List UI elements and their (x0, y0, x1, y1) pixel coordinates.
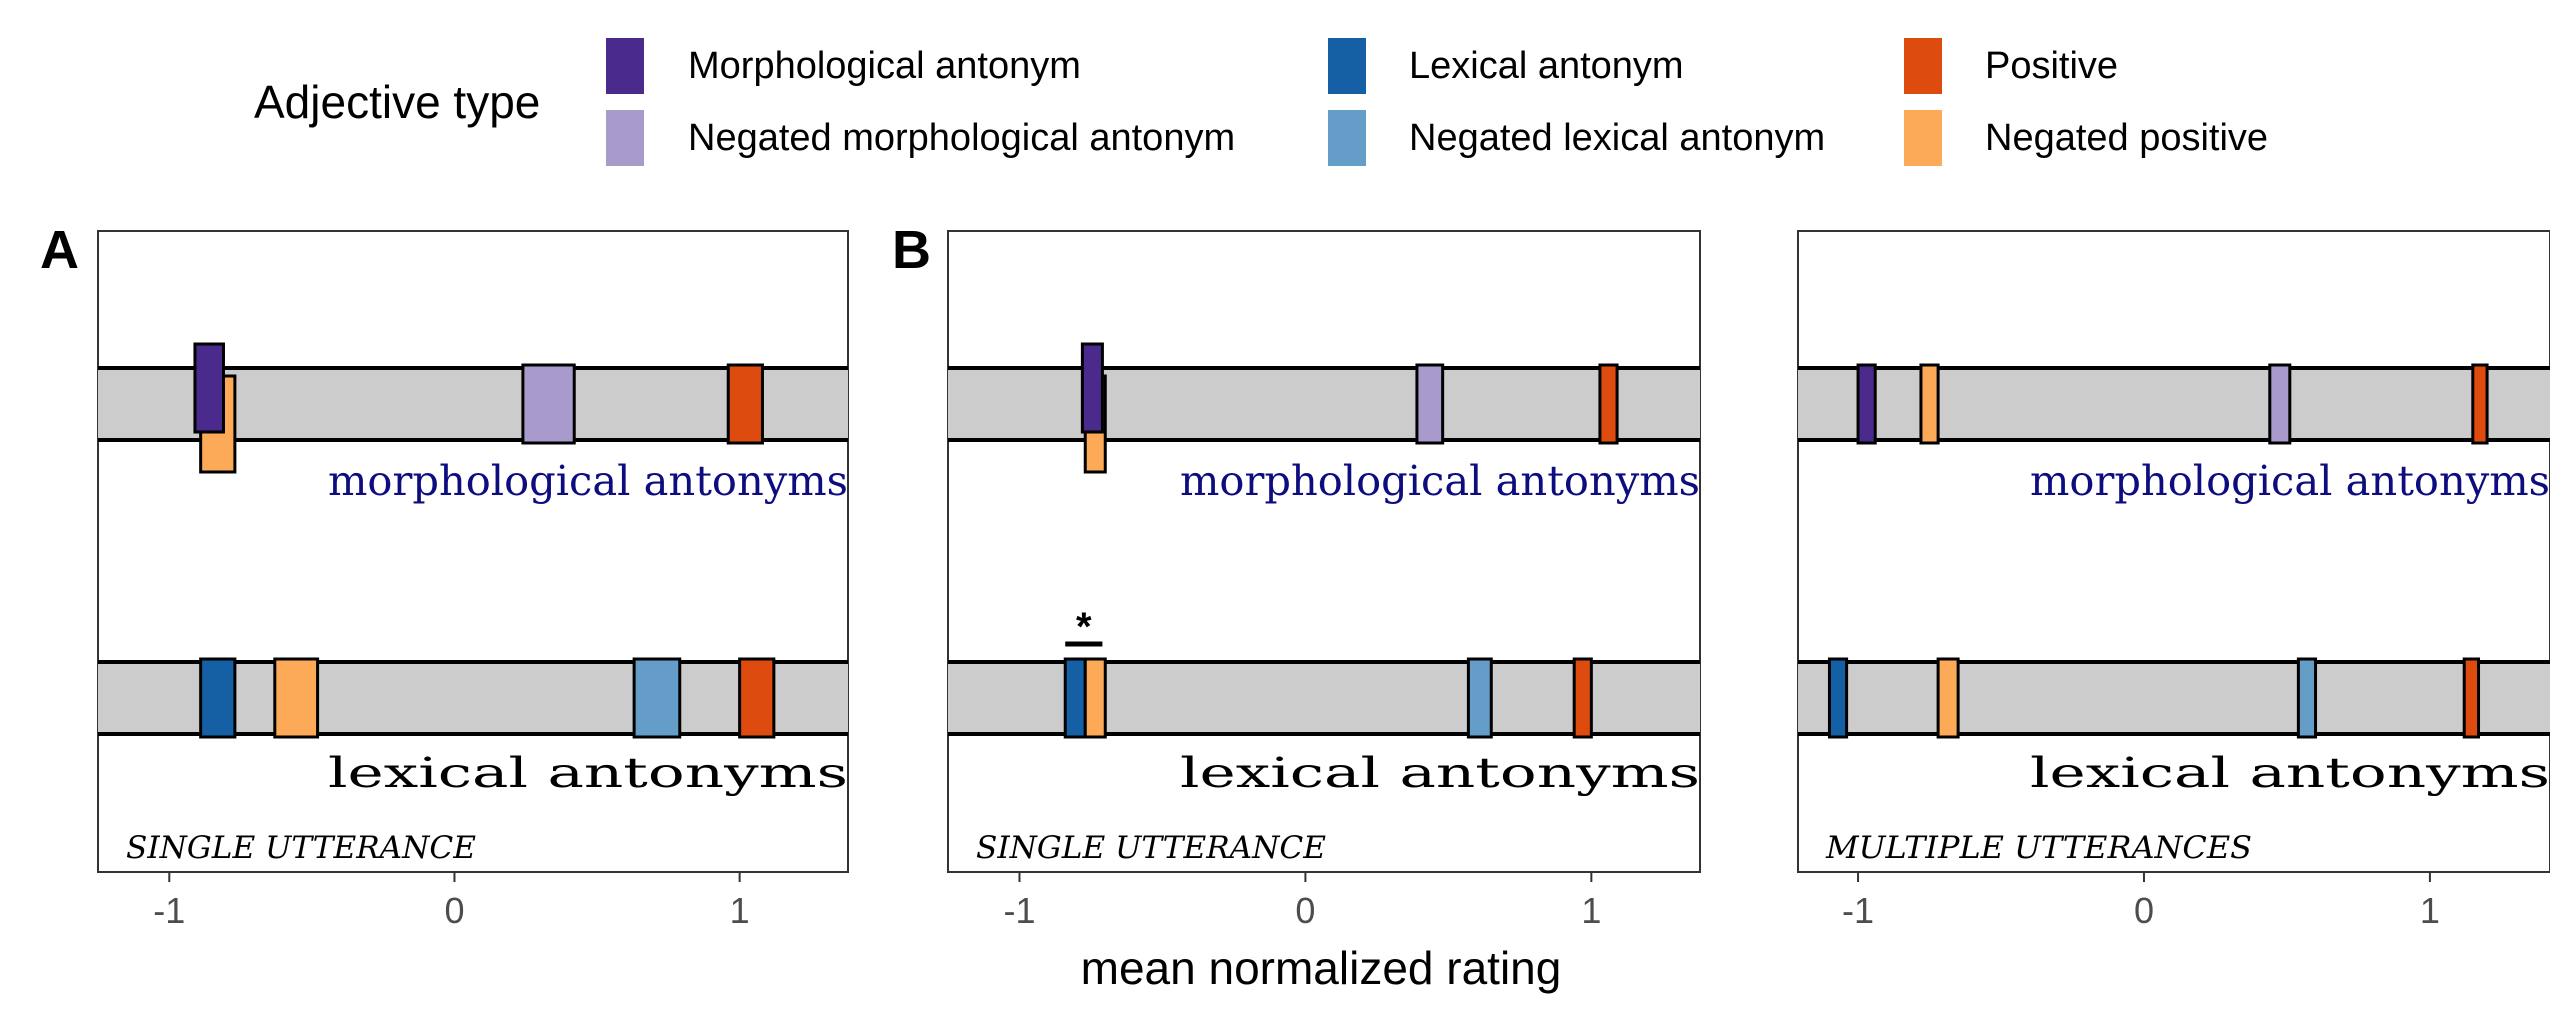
legend-swatch-negated-lexical-antonym (1328, 110, 1366, 166)
panel-frame (1797, 230, 2550, 873)
interval-neg-lex-lexical-antonyms (2296, 657, 2318, 739)
interval-neg-morph-morphological-antonyms (2268, 363, 2292, 445)
interval-lex-lexical-antonyms (1063, 657, 1087, 739)
x-axis-label: mean normalized rating (1081, 942, 1562, 994)
panel-frame (947, 230, 1701, 873)
row-label-lexical-antonyms: lexical antonyms (2030, 749, 2550, 797)
interval-lex-lexical-antonyms (1827, 657, 1849, 739)
interval-morph-morphological-antonyms (1856, 363, 1877, 445)
legend-label-negated-morphological-antonym: Negated morphological antonym (688, 117, 1235, 159)
x-tick-label: 0 (2134, 890, 2154, 931)
x-tick-label: -1 (1842, 890, 1874, 931)
legend-swatch-negated-morphological-antonym (606, 110, 644, 166)
panel-a-single-utterance: morphological antonyms lexical antonyms SI… (97, 230, 849, 931)
interval-pos-morphological-antonyms (2471, 363, 2489, 445)
interval-lex-lexical-antonyms (199, 657, 237, 739)
panel-letter-a: A (40, 220, 79, 280)
legend-label-negated-positive: Negated positive (1985, 117, 2268, 159)
row-label-morphological-antonyms: morphological antonyms (1180, 457, 1700, 505)
legend: Adjective type Morphological antonym Neg… (254, 38, 2268, 166)
interval-pos-lexical-antonyms (2462, 657, 2481, 739)
row-label-lexical-antonyms: lexical antonyms (1180, 749, 1700, 797)
interval-neg-morph-morphological-antonyms (1415, 363, 1445, 445)
x-tick-label: -1 (153, 890, 185, 931)
row-label-lexical-antonyms: lexical antonyms (328, 749, 848, 797)
row-label-morphological-antonyms: morphological antonyms (328, 457, 848, 505)
interval-pos-lexical-antonyms (1572, 657, 1593, 739)
panel-c-multiple-utterances: morphological antonyms lexical antonyms MU… (1797, 230, 2550, 931)
interval-neg-pos-lexical-antonyms (1083, 657, 1107, 739)
interval-pos-morphological-antonyms (726, 363, 764, 445)
x-tick-label: 1 (2420, 890, 2440, 931)
x-tick-label: 0 (1295, 890, 1315, 931)
interval-pos-lexical-antonyms (738, 657, 776, 739)
panel-letter-b: B (892, 220, 931, 280)
condition-label: SINGLE UTTERANCE (126, 830, 476, 866)
row-band-lexical-antonyms (1798, 662, 2550, 734)
x-tick-label: -1 (1003, 890, 1035, 931)
significance-star: * (1076, 605, 1092, 649)
panel-frame (97, 230, 849, 873)
panel-b-single-utterance: morphological antonyms * lexical antonyms S… (947, 230, 1701, 931)
row-label-morphological-antonyms: morphological antonyms (2030, 457, 2550, 505)
interval-morph-morphological-antonyms (193, 342, 225, 434)
legend-label-morphological-antonym: Morphological antonym (688, 45, 1081, 87)
legend-label-lexical-antonym: Lexical antonym (1409, 45, 1684, 87)
interval-neg-morph-morphological-antonyms (521, 363, 576, 445)
interval-morph-morphological-antonyms (1080, 342, 1104, 434)
interval-neg-pos-morphological-antonyms (1919, 363, 1940, 445)
condition-label: SINGLE UTTERANCE (976, 830, 1326, 866)
row-band-morphological-antonyms (1798, 368, 2550, 440)
legend-label-positive: Positive (1985, 45, 2118, 87)
row-band-morphological-antonyms (948, 368, 1700, 440)
interval-neg-pos-lexical-antonyms (273, 657, 320, 739)
legend-swatch-lexical-antonym (1328, 38, 1366, 94)
x-tick-label: 0 (444, 890, 464, 931)
interval-neg-lex-lexical-antonyms (632, 657, 682, 739)
x-tick-label: 1 (730, 890, 750, 931)
interval-pos-morphological-antonyms (1598, 363, 1619, 445)
legend-label-negated-lexical-antonym: Negated lexical antonym (1409, 117, 1825, 159)
legend-swatch-morphological-antonym (606, 38, 644, 94)
x-tick-label: 1 (1581, 890, 1601, 931)
interval-neg-pos-lexical-antonyms (1936, 657, 1960, 739)
condition-label: MULTIPLE UTTERANCES (1825, 830, 2252, 866)
interval-neg-lex-lexical-antonyms (1466, 657, 1493, 739)
legend-swatch-negated-positive (1904, 110, 1942, 166)
legend-swatch-positive (1904, 38, 1942, 94)
legend-title: Adjective type (254, 76, 540, 128)
